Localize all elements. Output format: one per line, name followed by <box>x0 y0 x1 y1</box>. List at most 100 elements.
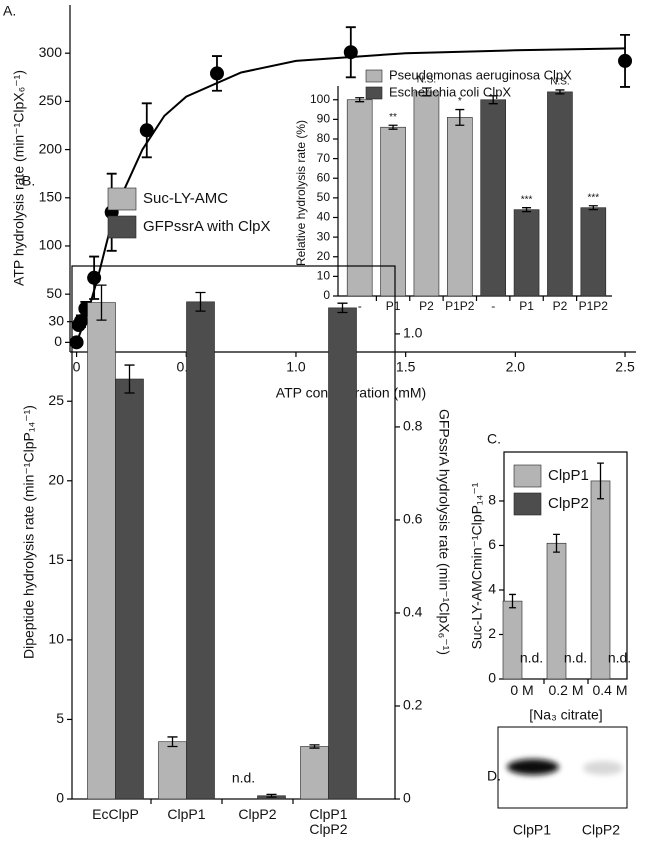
lane-label: ClpP2 <box>582 822 620 838</box>
error-bar <box>522 207 532 213</box>
error-bar <box>555 89 565 95</box>
panel-label: C. <box>487 431 501 447</box>
x-tick-label: 1.0 <box>286 359 306 375</box>
x-tick-label: P1P2 <box>445 299 475 313</box>
x-axis-label: [Na₃ citrate] <box>529 707 602 723</box>
y2-axis-label: GFPssrA hydrolysis rate (min⁻¹ClpX₆⁻¹) <box>436 409 452 655</box>
error-bar <box>388 124 398 130</box>
y-tick-label: 30 <box>317 229 331 243</box>
legend-swatch <box>107 215 137 239</box>
value-label: n.d. <box>232 770 255 786</box>
panel-label: B. <box>22 173 35 189</box>
panel-label: A. <box>3 3 16 19</box>
bar <box>580 207 607 297</box>
significance-label: *** <box>521 194 533 205</box>
legend-label: GFPssrA with ClpX <box>143 218 271 235</box>
y-tick-label: 20 <box>317 249 331 263</box>
y-tick-label: 8 <box>488 492 496 508</box>
y-tick-label: 40 <box>317 210 331 224</box>
y-tick-label: 0.6 <box>403 511 423 527</box>
y-tick-label: 1.0 <box>403 325 423 341</box>
bar <box>413 91 440 297</box>
x-tick-label: ClpP1 <box>167 807 206 822</box>
point <box>87 270 102 285</box>
bar <box>115 378 144 800</box>
y-tick-label: 15 <box>48 551 64 567</box>
error-bar <box>266 793 277 798</box>
value-label: n.d. <box>608 650 631 666</box>
y-tick-label: 90 <box>317 112 331 126</box>
x-tick-label: ClpP2 <box>238 807 277 822</box>
y-axis-label: Dipeptide hydrolysis rate (min⁻¹ClpP₁₄⁻¹… <box>21 405 37 659</box>
x-tick-label: - <box>358 299 362 313</box>
error-bar <box>309 744 320 749</box>
error-bar <box>488 95 498 105</box>
error-bar <box>167 736 178 748</box>
y-tick-label: 30 <box>48 312 64 328</box>
bar <box>380 126 406 297</box>
x-tick-label: P1P2 <box>579 299 609 313</box>
legend-label: Escherichia coli ClpX <box>389 84 511 99</box>
error-bar <box>553 533 560 553</box>
legend-swatch <box>513 492 542 516</box>
error-bar <box>337 302 348 314</box>
legend-label: Pseudomonas aeruginosa ClpX <box>389 67 572 82</box>
y-tick-label: 25 <box>48 392 64 408</box>
bar <box>300 746 329 800</box>
significance-label: ** <box>389 112 397 123</box>
x-tick-label: 0 M <box>510 683 534 698</box>
error-bar <box>421 87 431 97</box>
x-tick-label: 0.2 M <box>548 683 584 698</box>
x-tick-label: EcClpP <box>92 807 139 822</box>
error-bar <box>455 108 465 126</box>
x-tick-label: ClpP1 ClpP2 <box>309 807 348 838</box>
bar <box>328 307 357 800</box>
y-tick-label: 6 <box>488 536 496 552</box>
panel-label: D. <box>487 768 501 784</box>
y-tick-label: 0 <box>56 790 64 806</box>
error-bar <box>355 97 365 103</box>
y-tick-label: 50 <box>46 285 62 301</box>
legend-swatch <box>107 187 137 211</box>
error-bar <box>509 593 516 609</box>
bar <box>480 99 506 297</box>
bar <box>513 209 540 297</box>
legend-label: ClpP2 <box>548 495 589 512</box>
point <box>343 45 358 60</box>
y-tick-label: 0 <box>403 790 411 806</box>
point <box>618 53 633 68</box>
x-tick-label: P1 <box>386 299 401 313</box>
y-tick-label: 100 <box>39 237 63 253</box>
legend-label: Suc-LY-AMC <box>143 190 228 207</box>
y-tick-label: 0 <box>488 670 496 686</box>
legend-swatch <box>513 464 542 488</box>
point <box>209 66 224 81</box>
y-tick-label: 20 <box>48 471 64 487</box>
x-tick-label: 2.0 <box>506 359 526 375</box>
y-tick-label: 80 <box>317 131 331 145</box>
y-tick-label: 0.2 <box>403 697 423 713</box>
x-tick-label-box: 0.2 M <box>548 683 584 698</box>
y-axis-label: Suc-LY-AMCmin⁻¹ClpP₁₄⁻¹ <box>469 482 485 649</box>
bar <box>547 91 573 297</box>
value-label: n.d. <box>564 650 587 666</box>
bar <box>447 117 473 297</box>
legend-swatch <box>365 86 383 100</box>
plot-frame <box>71 265 396 800</box>
error-bar <box>96 284 107 321</box>
y-tick-label: 0.8 <box>403 418 423 434</box>
x-tick-label-box: EcClpP <box>92 807 139 822</box>
bar <box>186 301 215 800</box>
y-tick-label: 4 <box>488 581 496 597</box>
x-tick-label-box: ClpP1 ClpP2 <box>309 807 348 838</box>
lane-label: ClpP1 <box>513 822 551 838</box>
y-tick-label: 60 <box>317 170 331 184</box>
y-tick-label: 300 <box>39 44 63 60</box>
bar <box>87 302 116 800</box>
point <box>69 335 84 350</box>
x-tick-label: 0.4 M <box>592 683 628 698</box>
y-tick-label: 100 <box>310 92 330 106</box>
significance-label: *** <box>587 192 599 203</box>
